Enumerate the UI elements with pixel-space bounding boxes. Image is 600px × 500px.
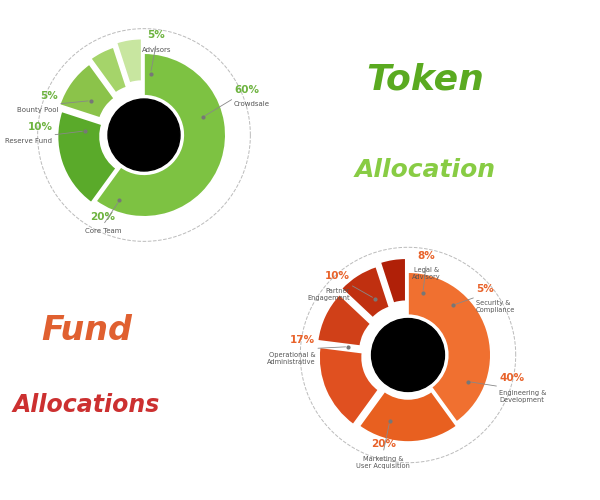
Wedge shape [380,258,406,304]
Text: Core Team: Core Team [85,228,121,234]
Text: 20%: 20% [371,440,395,450]
Wedge shape [341,266,389,318]
Circle shape [108,99,180,171]
Text: 5%: 5% [148,30,165,40]
Wedge shape [116,38,142,83]
Text: Security &
Compliance: Security & Compliance [476,300,515,314]
Wedge shape [91,47,127,93]
Text: Operational &
Administrative: Operational & Administrative [266,352,315,364]
Wedge shape [317,294,371,346]
Text: 20%: 20% [91,212,116,222]
Text: Token: Token [366,63,484,97]
Text: 17%: 17% [290,335,315,345]
Text: 8%: 8% [418,250,435,260]
Circle shape [371,318,445,392]
Wedge shape [58,111,116,202]
Text: 5%: 5% [40,90,58,101]
Text: Crowdsale: Crowdsale [234,102,270,107]
Wedge shape [96,53,226,217]
Text: 5%: 5% [476,284,494,294]
Wedge shape [359,392,457,442]
Text: Fund: Fund [41,314,132,346]
Text: 60%: 60% [234,85,259,95]
Wedge shape [408,272,491,422]
Text: Reserve Fund: Reserve Fund [5,138,52,144]
Text: Advisors: Advisors [142,46,171,52]
Text: Allocations: Allocations [13,393,160,417]
Text: 10%: 10% [325,272,350,281]
Text: Marketing &
User Acquisition: Marketing & User Acquisition [356,456,410,469]
Text: 40%: 40% [499,373,524,383]
Wedge shape [59,64,114,118]
Wedge shape [319,347,379,424]
Text: Partner
Engagement: Partner Engagement [307,288,350,301]
Text: Engineering &
Development: Engineering & Development [499,390,547,403]
Text: Allocation: Allocation [355,158,496,182]
Text: Legal &
Advisory: Legal & Advisory [412,267,440,280]
Text: 10%: 10% [28,122,52,132]
Text: Bounty Pool: Bounty Pool [17,107,58,113]
